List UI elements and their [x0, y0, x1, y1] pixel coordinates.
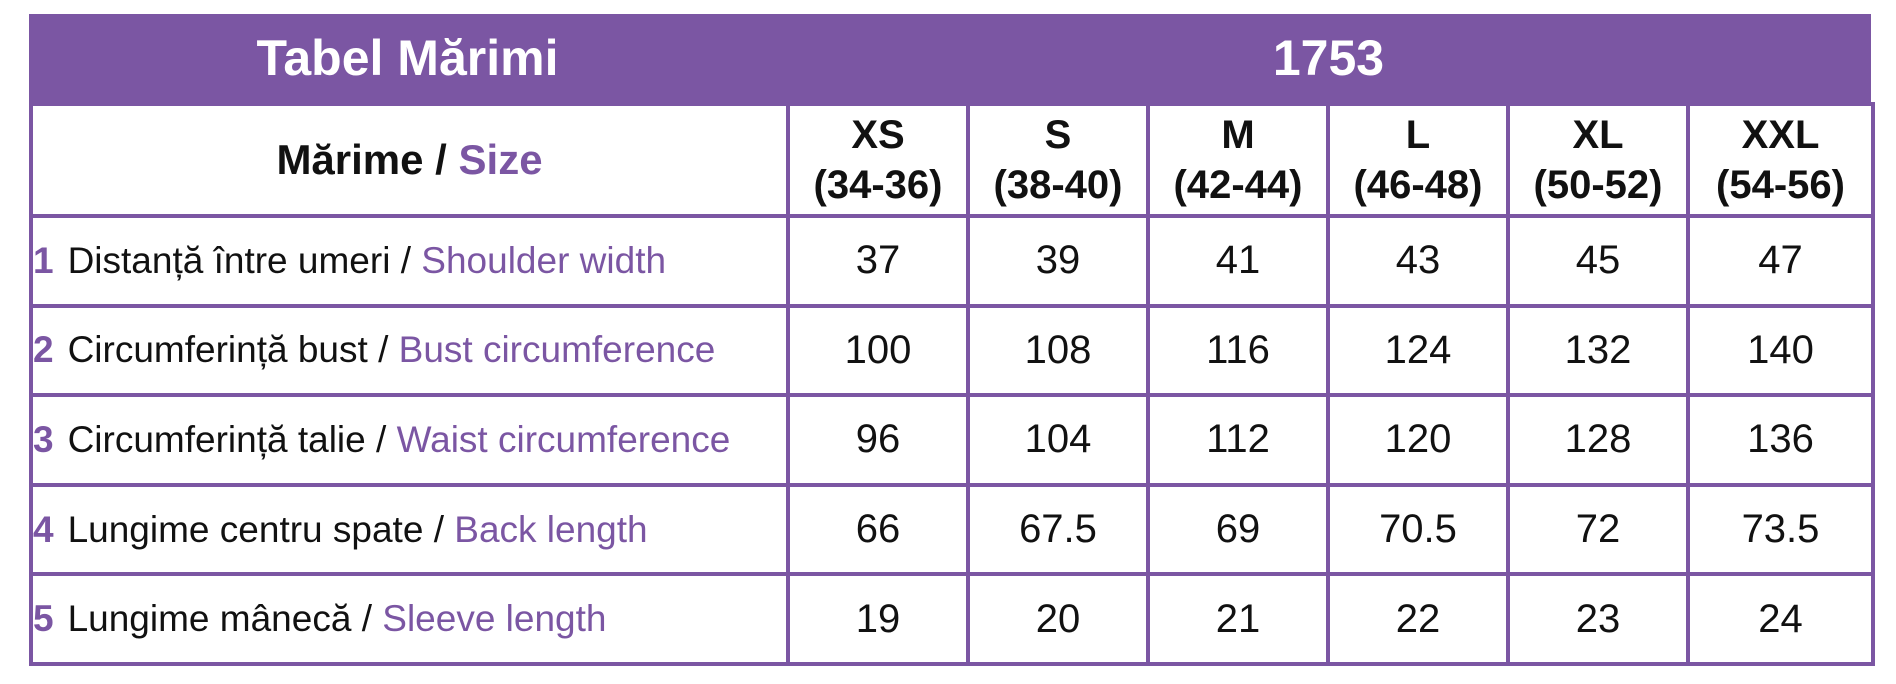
size-header-xl: XL (50-52) [1506, 102, 1690, 218]
table-cell: 22 [1326, 572, 1510, 666]
size-name: M [1221, 113, 1255, 157]
table-row: 4 Lungime centru spate / Back length 66 6… [29, 482, 1875, 577]
size-range: (42-44) [1173, 163, 1303, 207]
table-cell: 24 [1686, 572, 1875, 666]
table-cell: 132 [1506, 303, 1690, 398]
row-number: 3 [33, 418, 54, 460]
size-header-en: Size [458, 136, 543, 183]
table-cell: 66 [786, 482, 970, 577]
table-cell: 69 [1146, 482, 1330, 577]
table-row: 1 Distanță între umeri / Shoulder width 3… [29, 214, 1875, 308]
row-label-separator: / [423, 508, 455, 550]
size-name: XXL [1741, 113, 1820, 157]
row-label-ro: Distanță între umeri [67, 239, 391, 281]
row-label-separator: / [367, 329, 399, 371]
table-row: 5 Lungime mânecă / Sleeve length 19 20 21… [29, 572, 1875, 666]
table-cell: 37 [786, 214, 970, 308]
row-label-back-length: 4 Lungime centru spate / Back length [29, 482, 790, 577]
row-label-sleeve-length: 5 Lungime mânecă / Sleeve length [29, 572, 790, 666]
table-cell: 67.5 [966, 482, 1150, 577]
row-label-en: Sleeve length [382, 598, 607, 640]
row-label-separator: / [351, 598, 383, 640]
chart-header: Tabel Mărimi 1753 [29, 14, 1871, 102]
size-header-xs: XS (34-36) [786, 102, 970, 218]
row-label-en: Back length [454, 508, 648, 550]
table-row: 3 Circumferință talie / Waist circumferen… [29, 393, 1875, 487]
row-label-en: Bust circumference [398, 329, 716, 371]
size-header-m: M (42-44) [1146, 102, 1330, 218]
row-label-ro: Circumferință bust [67, 329, 368, 371]
size-name: XL [1572, 113, 1624, 157]
size-range: (54-56) [1716, 163, 1845, 207]
size-header-ro: Mărime [276, 136, 424, 183]
table-cell: 140 [1686, 303, 1875, 398]
size-name: L [1405, 113, 1431, 157]
size-range: (50-52) [1533, 163, 1663, 207]
row-label-separator: / [390, 239, 422, 281]
row-label-en: Waist circumference [396, 418, 731, 460]
row-label-en: Shoulder width [421, 239, 667, 281]
row-number: 1 [33, 239, 54, 281]
size-table: Mărime / Size XS (34-36) S (38-40) M (42… [29, 102, 1875, 666]
chart-title: Tabel Mărimi [256, 30, 559, 86]
table-cell: 70.5 [1326, 482, 1510, 577]
table-cell: 23 [1506, 572, 1690, 666]
row-label-separator: / [365, 418, 397, 460]
row-label-ro: Lungime centru spate [67, 508, 424, 550]
size-range: (34-36) [813, 163, 943, 207]
size-range: (38-40) [993, 163, 1123, 207]
table-cell: 20 [966, 572, 1150, 666]
table-row: 2 Circumferință bust / Bust circumference… [29, 303, 1875, 398]
table-cell: 104 [966, 393, 1150, 487]
size-range: (46-48) [1353, 163, 1483, 207]
size-header-separator: / [423, 136, 459, 183]
size-header-s: S (38-40) [966, 102, 1150, 218]
table-cell: 19 [786, 572, 970, 666]
table-cell: 128 [1506, 393, 1690, 487]
row-number: 4 [33, 508, 54, 550]
table-cell: 45 [1506, 214, 1690, 308]
table-cell: 73.5 [1686, 482, 1875, 577]
table-cell: 39 [966, 214, 1150, 308]
table-cell: 120 [1326, 393, 1510, 487]
product-code: 1753 [1272, 30, 1385, 86]
row-label-ro: Lungime mânecă [67, 598, 352, 640]
size-name: XS [851, 113, 905, 157]
table-cell: 124 [1326, 303, 1510, 398]
table-cell: 41 [1146, 214, 1330, 308]
table-cell: 72 [1506, 482, 1690, 577]
size-header-xxl: XXL (54-56) [1686, 102, 1875, 218]
size-header-l: L (46-48) [1326, 102, 1510, 218]
table-cell: 112 [1146, 393, 1330, 487]
table-cell: 96 [786, 393, 970, 487]
row-label-waist-circumference: 3 Circumferință talie / Waist circumferen… [29, 393, 790, 487]
table-cell: 47 [1686, 214, 1875, 308]
row-label-bust-circumference: 2 Circumferință bust / Bust circumference [29, 303, 790, 398]
row-number: 5 [33, 598, 54, 640]
table-cell: 108 [966, 303, 1150, 398]
row-label-ro: Circumferință talie [67, 418, 366, 460]
row-label-shoulder-width: 1 Distanță între umeri / Shoulder width [29, 214, 790, 308]
size-name: S [1044, 113, 1072, 157]
table-cell: 136 [1686, 393, 1875, 487]
size-column-header: Mărime / Size [29, 102, 790, 218]
size-chart: Tabel Mărimi 1753 Mărime / Size XS (34-3… [29, 14, 1875, 666]
table-cell: 100 [786, 303, 970, 398]
table-header-row: Mărime / Size XS (34-36) S (38-40) M (42… [29, 102, 1875, 218]
table-cell: 21 [1146, 572, 1330, 666]
row-number: 2 [33, 329, 54, 371]
table-cell: 43 [1326, 214, 1510, 308]
table-cell: 116 [1146, 303, 1330, 398]
